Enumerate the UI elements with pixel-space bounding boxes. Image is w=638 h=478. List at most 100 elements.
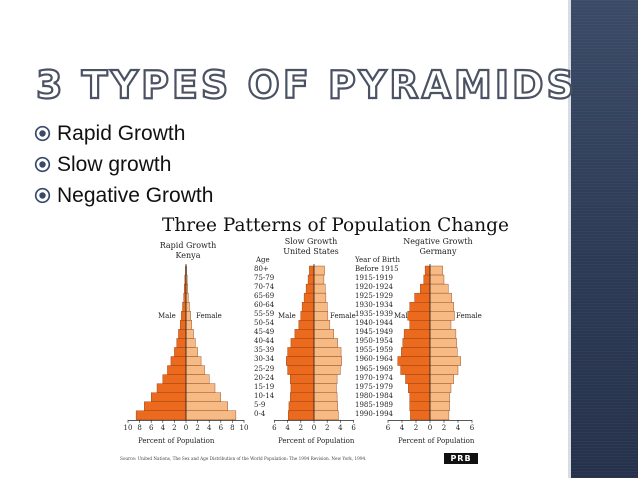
x-tick-label: 4 <box>161 424 166 432</box>
female-bar <box>429 274 445 285</box>
male-label: Male <box>158 312 176 320</box>
male-bar <box>162 374 187 384</box>
female-bar <box>185 365 205 375</box>
x-tick-label: 6 <box>149 424 154 432</box>
pyramid-name: Slow Growth <box>284 237 338 246</box>
male-bar <box>403 329 431 339</box>
male-bar <box>288 401 315 412</box>
x-tick-label: 10 <box>124 424 133 432</box>
x-tick-label: 0 <box>184 424 188 432</box>
female-bar <box>185 320 193 330</box>
male-bar <box>400 365 431 375</box>
female-bar <box>185 301 190 312</box>
male-bar <box>405 374 431 384</box>
figure-source: Source: United Nations, The Sex and Age … <box>120 456 367 461</box>
female-bar <box>185 383 216 393</box>
female-bar <box>429 329 457 339</box>
female-bar <box>313 374 338 384</box>
pyramid-country: Germany <box>419 247 457 256</box>
x-tick-label: 2 <box>172 424 176 432</box>
male-bar <box>286 356 315 366</box>
x-tick-label: 4 <box>285 424 290 432</box>
female-bar <box>185 356 202 366</box>
female-bar <box>313 383 337 393</box>
birth-year-label: 1950-1954 <box>355 337 393 346</box>
male-bar <box>420 283 431 294</box>
female-bar <box>429 347 458 357</box>
male-bar <box>409 320 431 330</box>
axis-title: Percent of Population <box>278 437 355 445</box>
male-bar <box>408 383 431 393</box>
female-bar <box>429 410 450 421</box>
x-tick-label: 2 <box>414 424 418 432</box>
male-bar <box>300 311 315 321</box>
bullet-item: Rapid Growth <box>34 118 213 149</box>
female-label: Female <box>196 312 222 320</box>
age-label: 45-49 <box>254 328 275 337</box>
x-tick-label: 4 <box>338 424 343 432</box>
female-bar <box>313 365 341 375</box>
circled-dot-icon <box>34 125 51 142</box>
x-tick-label: 8 <box>230 424 234 432</box>
birth-year-label: 1930-1934 <box>355 301 393 310</box>
prb-logo: PRB <box>444 453 478 464</box>
female-bar <box>429 301 454 312</box>
bullet-list: Rapid Growth Slow growth Negative Growth <box>34 118 213 211</box>
female-bar <box>313 292 327 303</box>
birth-year-label: 1945-1949 <box>355 328 393 337</box>
age-label: 50-54 <box>254 319 275 328</box>
male-bar <box>135 410 187 421</box>
birth-year-label: 1960-1964 <box>355 355 393 364</box>
x-tick-label: 8 <box>137 424 141 432</box>
male-bar <box>424 265 431 276</box>
age-label: 15-19 <box>254 382 275 391</box>
male-bar <box>402 338 431 348</box>
x-tick-label: 2 <box>299 424 303 432</box>
pyramid-us-heading: Slow Growth United States <box>276 237 346 257</box>
circled-dot-icon <box>34 156 51 173</box>
side-panel-edge <box>568 0 571 478</box>
birth-year-list: Before 1915 1915-1919 1920-1924 1925-1929 19… <box>355 265 399 419</box>
pyramid-country: United States <box>283 247 339 256</box>
birth-year-label: 1940-1944 <box>355 319 393 328</box>
male-bar <box>407 311 431 321</box>
figure-title: Three Patterns of Population Change <box>162 215 509 236</box>
age-label: 80+ <box>254 265 269 273</box>
x-tick-label: 6 <box>351 424 356 432</box>
pyramid-3: 6 4 2 0 2 4 6 <box>386 264 475 432</box>
female-bar <box>185 311 191 321</box>
birth-year-label: 1985-1989 <box>355 400 393 409</box>
pyramid-chart-kenya: 10 8 6 4 2 0 2 4 6 8 10 6 4 2 0 2 4 6 6 4 2 0 2 4 6 <box>124 264 475 432</box>
female-bar <box>313 311 329 321</box>
male-bar <box>182 301 187 312</box>
pyramid-germany-heading: Negative Growth Germany <box>398 237 478 257</box>
pyramid-country: Kenya <box>175 251 201 260</box>
male-bar <box>180 320 187 330</box>
male-bar <box>156 383 187 393</box>
female-bar <box>313 274 325 285</box>
x-tick-label: 4 <box>456 424 461 432</box>
x-tick-label: 0 <box>312 424 316 432</box>
female-bar <box>429 292 452 303</box>
age-label: 30-34 <box>254 355 275 364</box>
female-bar <box>313 320 331 330</box>
age-label: 70-74 <box>254 283 275 292</box>
age-label: 0-4 <box>254 409 266 418</box>
x-tick-label: 2 <box>325 424 329 432</box>
male-bar <box>307 274 315 285</box>
x-tick-label: 4 <box>207 424 212 432</box>
bullet-item: Negative Growth <box>34 180 213 211</box>
male-label: Male <box>394 312 412 320</box>
female-bar <box>185 392 221 402</box>
x-tick-label: 0 <box>428 424 432 432</box>
female-bar <box>429 311 455 321</box>
birth-year-label: Before 1915 <box>355 265 399 273</box>
pyramid-1: 10 8 6 4 2 0 2 4 6 8 10 <box>124 264 248 432</box>
pyramid-kenya-heading: Rapid Growth Kenya <box>148 241 228 261</box>
birth-year-header: Year of Birth <box>355 256 400 264</box>
age-label: 10-14 <box>254 391 275 400</box>
bullet-text: Negative Growth <box>57 184 214 207</box>
female-bar <box>429 374 454 384</box>
pyramid-name: Negative Growth <box>403 237 473 246</box>
